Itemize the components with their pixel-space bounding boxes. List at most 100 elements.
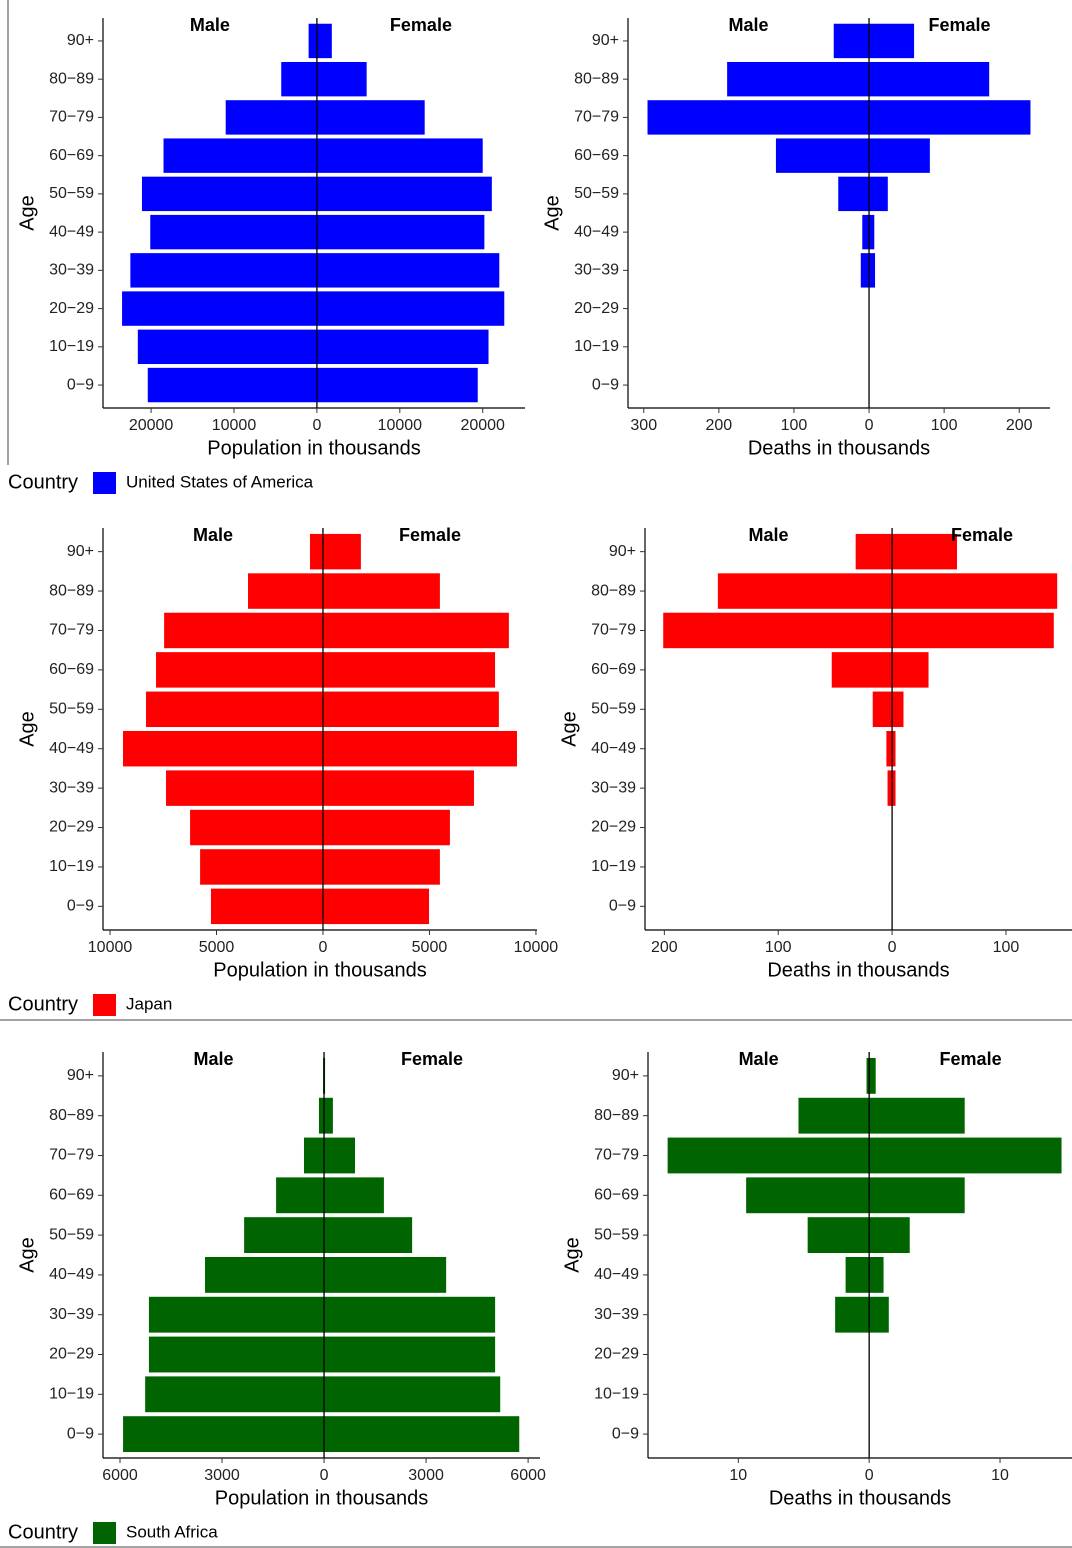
y-tick-label: 0−9	[67, 898, 94, 915]
bar	[322, 533, 361, 570]
bar	[322, 573, 440, 609]
legend-swatch	[93, 994, 116, 1016]
bar	[717, 573, 893, 609]
bar	[248, 573, 323, 609]
y-tick-label: 30−39	[49, 1306, 94, 1323]
x-axis-title: Deaths in thousands	[767, 959, 949, 981]
series-header: Male	[749, 525, 789, 545]
x-tick-label: 3000	[408, 1467, 444, 1484]
x-tick-label: 6000	[510, 1467, 546, 1484]
bar	[775, 138, 870, 173]
bar	[244, 1217, 325, 1254]
bar	[869, 100, 1031, 135]
y-tick-label: 10−19	[49, 858, 94, 875]
bar	[746, 1177, 870, 1214]
bar	[892, 573, 1058, 609]
y-tick-label: 50−59	[574, 185, 619, 202]
bar	[148, 1296, 325, 1333]
bar	[141, 176, 317, 212]
series-header: Male	[193, 525, 233, 545]
series-header: Female	[940, 1049, 1002, 1069]
y-tick-label: 70−79	[594, 1147, 639, 1164]
bar	[200, 849, 323, 885]
bar	[866, 1057, 870, 1094]
x-axis-title: Population in thousands	[213, 959, 427, 981]
y-tick-label: 60−69	[49, 1187, 94, 1204]
bar	[833, 23, 870, 59]
x-tick-label: 10000	[378, 417, 423, 434]
bar	[855, 533, 893, 570]
bar	[322, 888, 430, 925]
bar	[316, 291, 505, 326]
bar	[869, 23, 915, 59]
bar	[156, 652, 323, 688]
bar	[322, 770, 474, 806]
x-tick-label: 100	[765, 939, 792, 956]
bar	[316, 214, 485, 250]
x-tick-label: 200	[706, 417, 733, 434]
bar	[324, 1217, 413, 1254]
bar	[845, 1256, 870, 1293]
bar	[869, 61, 990, 97]
bar	[276, 1177, 325, 1214]
y-tick-label: 20−29	[49, 1346, 94, 1363]
y-tick-label: 90+	[67, 32, 94, 49]
bar	[892, 730, 896, 767]
y-tick-label: 40−49	[49, 1266, 94, 1283]
y-tick-label: 0−9	[609, 898, 636, 915]
y-axis-title: Age	[16, 195, 38, 231]
y-tick-label: 40−49	[591, 740, 636, 757]
y-tick-label: 90+	[592, 32, 619, 49]
y-tick-label: 70−79	[49, 1147, 94, 1164]
bar	[887, 770, 893, 806]
y-axis-title: Age	[558, 711, 580, 747]
y-axis-title: Age	[541, 195, 563, 231]
series-header: Female	[401, 1049, 463, 1069]
legend-label: South Africa	[126, 1522, 218, 1541]
x-tick-label: 6000	[102, 1467, 138, 1484]
y-tick-label: 50−59	[49, 185, 94, 202]
bar	[667, 1137, 870, 1174]
series-header: Male	[194, 1049, 234, 1069]
bar	[145, 1376, 325, 1413]
x-tick-label: 10000	[88, 939, 133, 956]
y-tick-label: 90+	[609, 543, 636, 560]
series-header: Female	[399, 525, 461, 545]
y-tick-label: 80−89	[591, 582, 636, 599]
legend-title: Country	[8, 993, 78, 1015]
x-tick-label: 20000	[460, 417, 505, 434]
legend-label: Japan	[126, 994, 172, 1013]
y-tick-label: 70−79	[49, 622, 94, 639]
x-axis-title: Population in thousands	[207, 437, 421, 459]
y-tick-label: 90+	[612, 1067, 639, 1084]
x-axis-title: Deaths in thousands	[748, 437, 930, 459]
bar	[163, 138, 317, 173]
legend-title: Country	[8, 1521, 78, 1543]
y-tick-label: 80−89	[574, 70, 619, 87]
bar	[122, 291, 317, 326]
bar	[727, 61, 870, 97]
bar	[892, 770, 896, 806]
y-tick-label: 60−69	[49, 147, 94, 164]
bar	[205, 1256, 325, 1293]
bar	[835, 1296, 870, 1333]
bar	[831, 652, 893, 688]
bar	[308, 23, 317, 59]
bar	[869, 1177, 965, 1214]
y-tick-label: 10−19	[591, 858, 636, 875]
y-tick-label: 40−49	[574, 223, 619, 240]
bar	[869, 176, 888, 212]
bar	[869, 1217, 910, 1254]
bar	[316, 253, 500, 288]
x-tick-label: 100	[781, 417, 808, 434]
y-tick-label: 50−59	[49, 1226, 94, 1243]
x-tick-label: 0	[319, 939, 328, 956]
bar	[663, 612, 893, 649]
bar	[869, 1137, 1062, 1174]
x-tick-label: 3000	[204, 1467, 240, 1484]
y-tick-label: 10−19	[574, 338, 619, 355]
x-tick-label: 5000	[412, 939, 448, 956]
bar	[892, 691, 904, 728]
bar	[892, 612, 1054, 649]
